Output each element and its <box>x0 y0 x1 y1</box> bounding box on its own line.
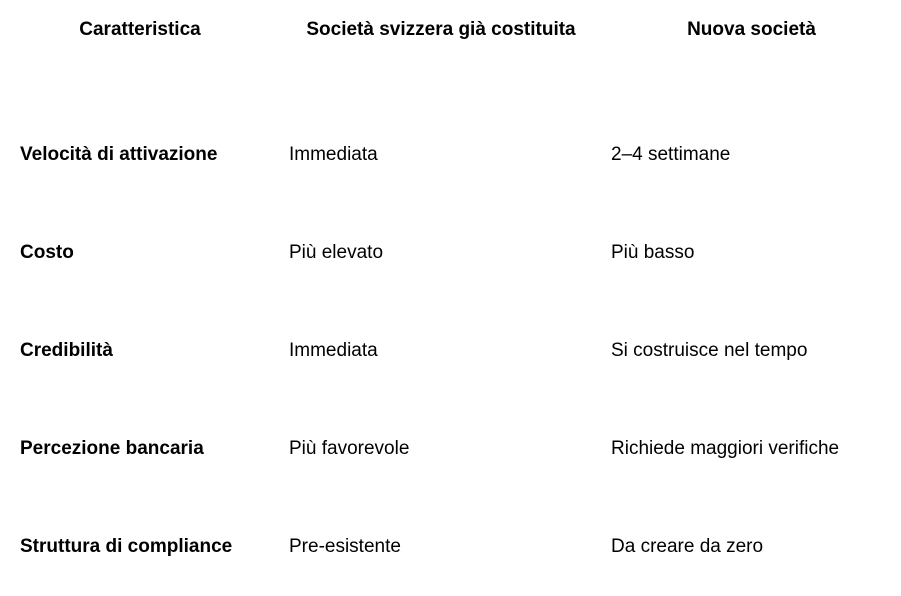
cell-new: Richiede maggiori verifiche <box>611 438 840 459</box>
cell-existing: Immediata <box>289 340 378 361</box>
row-label: Struttura di compliance <box>20 536 233 557</box>
cell-new: Da creare da zero <box>611 536 764 557</box>
row-label: Credibilità <box>20 340 113 361</box>
row-label: Velocità di attivazione <box>20 144 218 165</box>
cell-new: Si costruisce nel tempo <box>611 340 808 361</box>
header-existing-company: Società svizzera già costituita <box>306 19 576 40</box>
header-new-company: Nuova società <box>687 19 816 40</box>
row-label: Costo <box>20 242 74 263</box>
header-feature: Caratteristica <box>79 19 201 40</box>
cell-new: Più basso <box>611 242 695 263</box>
row-label: Percezione bancaria <box>20 438 204 459</box>
cell-existing: Pre-esistente <box>289 536 401 557</box>
cell-new: 2–4 settimane <box>611 144 731 165</box>
cell-existing: Immediata <box>289 144 378 165</box>
cell-existing: Più elevato <box>289 242 384 263</box>
cell-existing: Più favorevole <box>289 438 410 459</box>
